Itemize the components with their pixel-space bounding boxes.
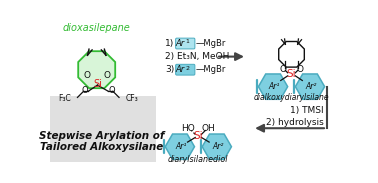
Text: CF₃: CF₃ bbox=[125, 94, 138, 103]
Text: 1): 1) bbox=[165, 39, 175, 48]
Text: F₃C: F₃C bbox=[59, 94, 71, 103]
FancyBboxPatch shape bbox=[50, 96, 156, 162]
Text: Si: Si bbox=[93, 79, 102, 89]
Polygon shape bbox=[259, 74, 288, 99]
Text: OH: OH bbox=[201, 124, 215, 133]
Text: dioxasilepane: dioxasilepane bbox=[63, 23, 130, 33]
Text: O: O bbox=[296, 65, 304, 74]
Text: O: O bbox=[82, 86, 88, 95]
Text: Si: Si bbox=[194, 131, 203, 141]
Text: Ar¹: Ar¹ bbox=[175, 142, 186, 151]
Text: O: O bbox=[108, 86, 115, 95]
Text: O: O bbox=[280, 65, 287, 74]
Text: Ar¹: Ar¹ bbox=[268, 82, 279, 91]
Text: O: O bbox=[103, 71, 110, 80]
Polygon shape bbox=[279, 42, 304, 67]
Text: Ar²: Ar² bbox=[305, 82, 316, 91]
Text: 2: 2 bbox=[185, 66, 189, 71]
Text: dialkoxydiarylsilane: dialkoxydiarylsilane bbox=[254, 93, 329, 102]
Text: O: O bbox=[83, 71, 90, 80]
Polygon shape bbox=[165, 134, 195, 159]
Polygon shape bbox=[202, 134, 231, 159]
Text: Ar²: Ar² bbox=[212, 142, 223, 151]
Text: 1) TMSI: 1) TMSI bbox=[290, 106, 324, 115]
Text: Ar: Ar bbox=[175, 39, 184, 48]
Text: HO: HO bbox=[181, 124, 195, 133]
Text: Ar: Ar bbox=[175, 65, 184, 74]
FancyBboxPatch shape bbox=[176, 64, 195, 75]
Text: Tailored Alkoxysilane: Tailored Alkoxysilane bbox=[40, 142, 164, 152]
Text: —MgBr: —MgBr bbox=[195, 39, 226, 48]
Text: 3): 3) bbox=[165, 65, 175, 74]
Text: Stepwise Arylation of: Stepwise Arylation of bbox=[39, 131, 165, 141]
FancyBboxPatch shape bbox=[176, 38, 195, 49]
Text: Si: Si bbox=[287, 69, 296, 79]
Polygon shape bbox=[78, 51, 115, 88]
Text: 2) Et₃N, MeOH: 2) Et₃N, MeOH bbox=[165, 52, 229, 61]
Polygon shape bbox=[295, 74, 325, 99]
Text: —MgBr: —MgBr bbox=[195, 65, 226, 74]
Text: diarylsilanediol: diarylsilanediol bbox=[168, 154, 229, 164]
Text: 2) hydrolysis: 2) hydrolysis bbox=[266, 117, 324, 127]
Text: 1: 1 bbox=[185, 40, 189, 44]
